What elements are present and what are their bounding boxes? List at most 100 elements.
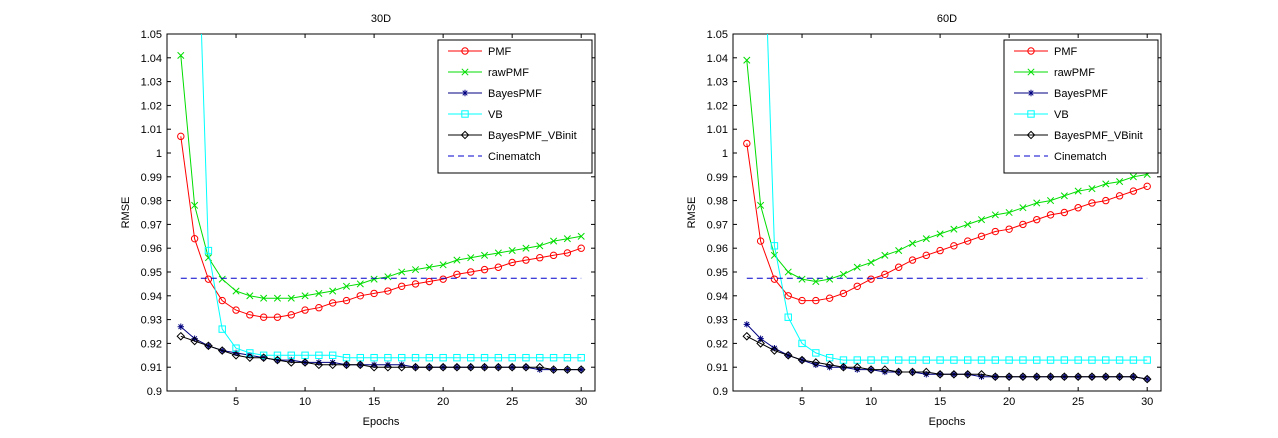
data-point bbox=[783, 350, 793, 360]
data-point bbox=[784, 268, 792, 276]
data-point bbox=[1116, 178, 1124, 186]
data-point bbox=[854, 366, 861, 373]
data-point bbox=[936, 246, 944, 255]
series-BayesPMF_VBinit bbox=[176, 331, 586, 374]
data-point bbox=[1087, 372, 1097, 382]
series-PMF bbox=[177, 132, 585, 321]
chart-panel-60D: 0.9 0.91 0.92 0.93 0.94 0.95 0.96 0.97 0.98 0.99 1… bbox=[686, 13, 1162, 428]
legend-marker bbox=[461, 110, 469, 118]
data-point bbox=[991, 211, 999, 219]
data-point bbox=[866, 365, 876, 374]
data-point bbox=[867, 275, 875, 283]
data-point bbox=[978, 373, 985, 380]
data-point bbox=[494, 249, 502, 257]
data-point bbox=[370, 289, 378, 298]
legend-item-Cinematch: Cinematch bbox=[448, 151, 541, 163]
data-point bbox=[411, 280, 420, 288]
data-point bbox=[964, 356, 972, 364]
data-point bbox=[467, 254, 475, 262]
data-point bbox=[246, 349, 254, 357]
data-point bbox=[908, 256, 917, 264]
chart-title: 30D bbox=[371, 13, 391, 25]
y-tick-label: 0.99 bbox=[707, 172, 728, 184]
y-tick-label: 0.95 bbox=[707, 267, 728, 279]
legend-label: BayesPMF bbox=[488, 88, 542, 100]
data-point bbox=[494, 353, 503, 362]
legend-item-PMF: PMF bbox=[1014, 46, 1078, 58]
data-point bbox=[1074, 204, 1082, 212]
data-point bbox=[811, 358, 821, 367]
data-point bbox=[784, 292, 792, 300]
data-point bbox=[328, 360, 337, 370]
data-point bbox=[770, 242, 779, 250]
data-point bbox=[867, 258, 875, 267]
data-point bbox=[232, 287, 240, 295]
data-point bbox=[1019, 356, 1027, 364]
data-point bbox=[288, 356, 295, 364]
data-point bbox=[480, 265, 489, 274]
data-point bbox=[466, 362, 476, 372]
data-point bbox=[287, 311, 295, 319]
data-point bbox=[467, 268, 475, 276]
data-point bbox=[1129, 173, 1137, 181]
y-tick-label: 0.94 bbox=[141, 291, 162, 303]
data-point bbox=[453, 270, 461, 279]
data-point bbox=[908, 367, 917, 377]
data-point bbox=[1046, 372, 1055, 382]
data-point bbox=[342, 296, 351, 305]
y-tick-label: 0.92 bbox=[141, 338, 162, 350]
data-point bbox=[963, 370, 973, 379]
data-point bbox=[480, 353, 489, 362]
data-point bbox=[549, 353, 558, 362]
data-point bbox=[273, 313, 282, 321]
data-point bbox=[826, 275, 834, 283]
series-line bbox=[746, 143, 1148, 302]
data-point bbox=[494, 362, 503, 372]
x-axis-label: Epochs bbox=[929, 416, 966, 428]
data-point bbox=[991, 227, 1000, 236]
legend-label: PMF bbox=[1054, 46, 1078, 58]
data-point bbox=[1005, 208, 1013, 217]
data-point bbox=[438, 362, 448, 372]
legend-label: VB bbox=[1054, 109, 1069, 121]
data-point bbox=[384, 353, 392, 362]
data-point bbox=[1005, 225, 1013, 233]
data-point bbox=[315, 351, 323, 360]
data-point bbox=[549, 365, 558, 374]
series-line bbox=[180, 335, 582, 371]
legend-label: Cinematch bbox=[1054, 151, 1107, 163]
y-tick-label: 1.04 bbox=[707, 53, 728, 65]
data-point bbox=[231, 350, 241, 360]
data-point bbox=[1115, 192, 1124, 200]
y-tick-label: 0.96 bbox=[141, 243, 162, 255]
legend-label: BayesPMF_VBinit bbox=[1054, 130, 1143, 142]
data-point bbox=[881, 356, 889, 364]
data-point bbox=[369, 362, 379, 372]
data-point bbox=[1088, 185, 1096, 193]
y-tick-label: 0.9 bbox=[147, 386, 162, 398]
data-point bbox=[536, 254, 544, 262]
data-point bbox=[232, 349, 240, 357]
data-point bbox=[536, 242, 544, 250]
legend-marker bbox=[1026, 130, 1036, 140]
data-point bbox=[467, 353, 475, 362]
data-point bbox=[991, 372, 1000, 382]
data-point bbox=[1033, 215, 1041, 224]
data-point bbox=[812, 296, 820, 305]
data-point bbox=[894, 356, 903, 364]
data-point bbox=[825, 360, 834, 370]
data-point bbox=[950, 225, 958, 233]
legend: PMF rawPMF BayesPMF VB BayesPMF_VBinit Cinema… bbox=[1003, 39, 1159, 174]
data-point bbox=[921, 367, 931, 377]
data-point bbox=[508, 353, 516, 362]
data-point bbox=[245, 353, 255, 362]
y-tick-label: 0.98 bbox=[141, 196, 162, 208]
data-point bbox=[494, 263, 503, 271]
data-point bbox=[1060, 356, 1069, 364]
data-point bbox=[246, 292, 254, 300]
data-point bbox=[1143, 356, 1151, 364]
data-point bbox=[246, 352, 254, 359]
series-VB bbox=[201, 34, 585, 362]
data-point bbox=[425, 353, 434, 362]
data-point bbox=[950, 356, 958, 364]
